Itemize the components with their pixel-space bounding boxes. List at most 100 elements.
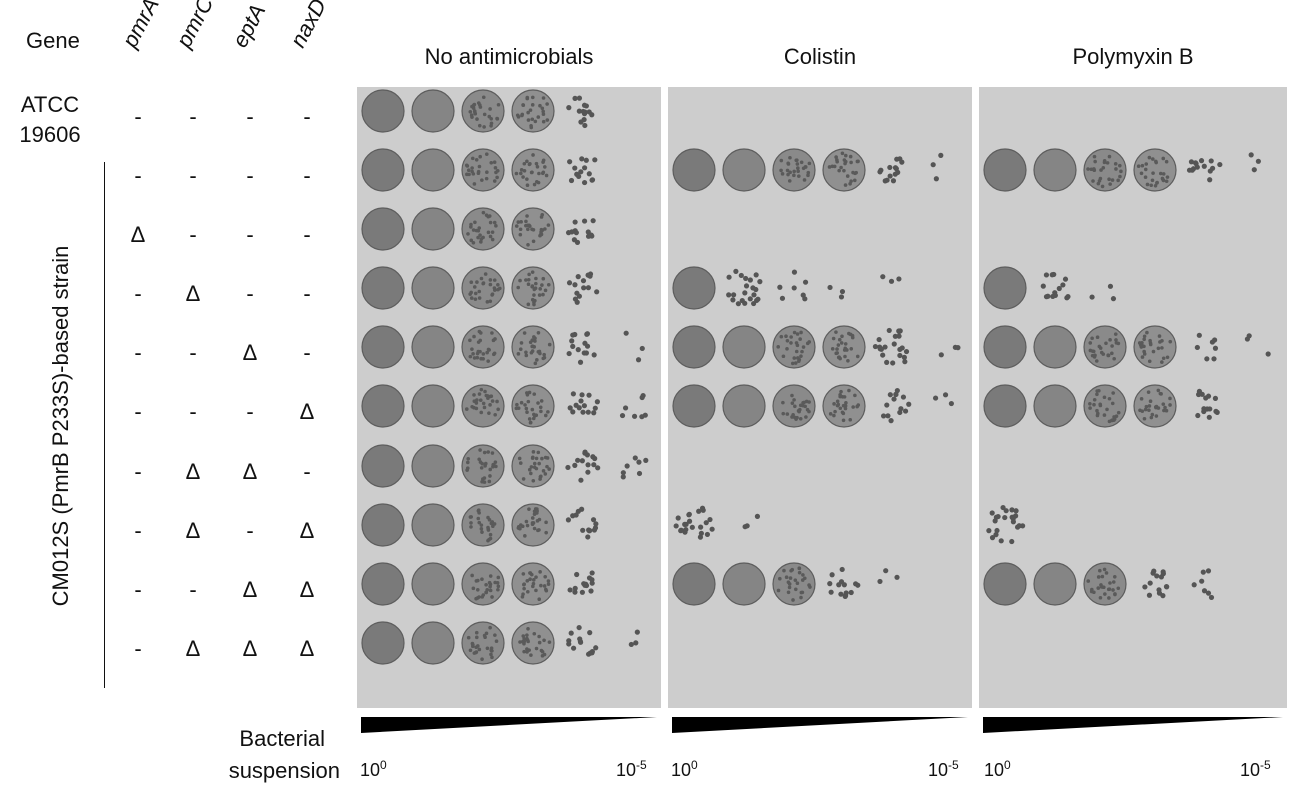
colony-dot: [524, 519, 529, 524]
colony-dot: [885, 413, 891, 419]
colony-dot: [839, 288, 846, 295]
colony-dot: [477, 296, 482, 300]
colony-spot: [672, 384, 716, 428]
colony-dot: [476, 644, 480, 648]
colony-dot: [1113, 592, 1117, 596]
colony-dot: [525, 159, 529, 164]
colony-dot: [535, 509, 539, 513]
colony-dot: [476, 509, 481, 513]
colony-dot: [893, 391, 899, 397]
colony-dot: [526, 118, 531, 122]
genotype-cell: -: [134, 104, 142, 129]
colony-dot: [697, 534, 704, 540]
colony-dot: [582, 340, 588, 346]
colony-dot: [848, 417, 853, 422]
colony-dot: [537, 461, 541, 466]
colony-dot: [521, 103, 525, 107]
colony-dot: [890, 178, 897, 184]
colony-dot: [792, 173, 796, 178]
colony-dot: [1096, 586, 1101, 590]
colony-dot: [1196, 391, 1202, 398]
colony-dot: [636, 459, 642, 465]
colony-dot: [478, 448, 482, 452]
colony-dot: [730, 297, 736, 303]
colony-dot: [989, 535, 996, 541]
colony-dot: [531, 153, 535, 157]
colony-dot: [469, 521, 473, 525]
colony-dot: [1107, 396, 1112, 401]
colony-dot: [536, 450, 541, 455]
colony-dot: [528, 161, 532, 166]
colony-dot: [793, 404, 797, 409]
colony-dot: [525, 410, 529, 415]
colony-spot: [722, 384, 766, 428]
colony-dot: [938, 152, 944, 158]
colony-dot: [840, 334, 844, 339]
colony-dot: [489, 121, 494, 126]
colony-dot: [469, 280, 474, 285]
colony-dot: [525, 223, 530, 228]
colony-dot: [475, 587, 480, 592]
colony-dot: [525, 579, 530, 583]
colony-dot: [747, 277, 753, 283]
colony-dot: [1198, 158, 1205, 164]
colony-spot: [461, 89, 505, 133]
colony-spot: [411, 148, 455, 192]
colony-dot: [576, 293, 582, 299]
colony-dot: [514, 406, 519, 411]
colony-dot: [536, 401, 540, 405]
colony-dot: [528, 577, 532, 581]
colony-dot: [471, 240, 476, 245]
colony-dot: [479, 276, 484, 281]
colony-dot: [1201, 588, 1208, 594]
colony-dot: [700, 507, 706, 513]
colony-dot: [1140, 409, 1145, 413]
colony-dot: [620, 474, 626, 480]
colony-dot: [894, 156, 900, 162]
colony-dot: [591, 352, 597, 358]
colony-dot: [942, 392, 949, 398]
colony-dot: [489, 116, 494, 121]
colony-dot: [534, 456, 539, 461]
colony-dot: [481, 95, 486, 100]
colony-spot: [411, 621, 455, 665]
colony-dot: [572, 589, 578, 595]
colony-dot: [474, 401, 479, 405]
colony-dot: [465, 468, 469, 472]
colony-dot: [800, 349, 804, 354]
colony-spot: [511, 621, 555, 665]
colony-dot: [486, 538, 490, 543]
colony-dot: [540, 283, 544, 287]
colony-spot: [672, 148, 716, 192]
colony-dot: [478, 331, 483, 335]
colony-spot: [1033, 148, 1077, 192]
colony-dot: [538, 287, 543, 291]
colony-dot: [527, 272, 531, 277]
colony-dot: [686, 518, 693, 524]
colony-dot: [472, 102, 477, 107]
colony-dot: [496, 584, 501, 589]
colony-dot: [1108, 182, 1112, 186]
colony-dot: [526, 277, 531, 282]
colony-dot: [587, 273, 593, 279]
colony-spot: [461, 562, 505, 606]
colony-dot: [476, 516, 481, 521]
colony-dot: [576, 108, 582, 114]
genotype-cell: Δ: [299, 399, 315, 424]
colony-dot: [882, 178, 888, 184]
colony-dot: [537, 517, 542, 522]
colony-dot: [496, 587, 500, 592]
colony-dot: [1098, 403, 1103, 408]
colony-dot: [1194, 344, 1200, 351]
colony-dot: [791, 285, 797, 291]
colony-dot: [733, 268, 739, 274]
colony-dot: [795, 356, 800, 360]
colony-dot: [482, 125, 486, 129]
colony-dot: [799, 595, 803, 600]
colony-dot: [540, 456, 544, 461]
colony-dot: [468, 354, 473, 359]
colony-dot: [689, 524, 695, 530]
colony-dot: [799, 590, 804, 595]
colony-dot: [485, 350, 489, 355]
colony-dot: [1105, 161, 1110, 165]
